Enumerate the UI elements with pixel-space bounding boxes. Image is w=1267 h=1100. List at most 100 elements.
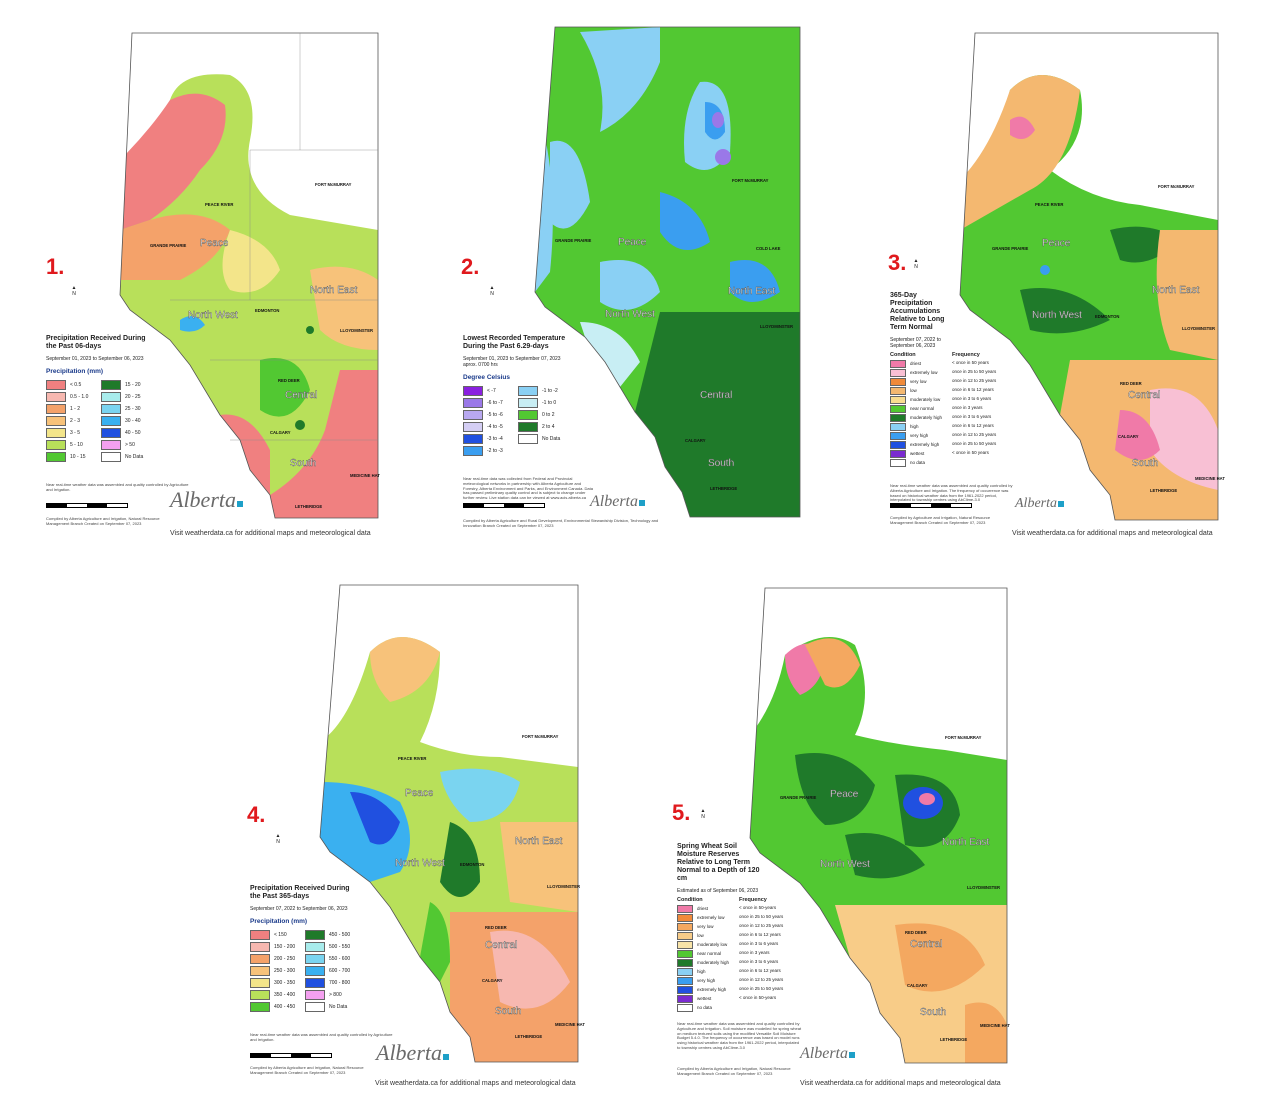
min-temp-map: Peace North West North East Central Sout…	[534, 26, 801, 518]
city-label: FORT McMURRAY	[732, 178, 769, 183]
panel-number-5: 5.	[672, 800, 691, 825]
city-label: MEDICINE HAT	[980, 1023, 1010, 1028]
region-label: South	[495, 1006, 521, 1017]
legend-swatch	[463, 385, 483, 396]
legend-label: 500 - 550	[329, 943, 351, 950]
legend-label: 450 - 500	[329, 931, 351, 938]
legend-swatch	[250, 941, 270, 952]
city-label: LETHBRIDGE	[710, 486, 737, 491]
legend-frequency: once in 12 to 25 years	[739, 922, 784, 928]
legend-item: very low	[677, 922, 739, 931]
region-label: North East	[1152, 285, 1199, 296]
legend-frequency: once in 12 to 25 years	[952, 431, 997, 437]
legend-swatch	[890, 458, 906, 467]
legend-label: wettest	[697, 996, 712, 1002]
legend-item: 15 - 20	[101, 379, 156, 390]
scale-bar	[46, 503, 128, 508]
city-label: GRANDE PRAIRIE	[992, 246, 1029, 251]
legend-swatch	[518, 421, 538, 432]
legend-swatch	[677, 976, 693, 985]
alberta-logo: Alberta	[800, 1045, 855, 1063]
legend-label: high	[697, 969, 706, 975]
legend-frequency: < once in 50 years	[952, 449, 989, 455]
legend-label: very high	[697, 978, 716, 984]
legend-frequency-header: Frequency	[952, 352, 980, 359]
legend-item: very high	[890, 431, 952, 440]
city-label: RED DEER	[1120, 381, 1142, 386]
legend-item: 450 - 500	[305, 929, 360, 940]
legend-swatch	[46, 403, 66, 414]
legend-swatch	[250, 1001, 270, 1012]
precip-365-relative-map: Peace North West North East Central Sout…	[959, 32, 1225, 521]
legend-swatch	[890, 440, 906, 449]
legend-frequency: once in 6 to 12 years	[952, 422, 994, 428]
region-label: South	[920, 1007, 946, 1018]
legend-label: 400 - 450	[274, 1003, 296, 1010]
north-arrow-icon: ▲ N	[913, 258, 919, 270]
legend-swatch	[677, 922, 693, 931]
city-label: PEACE RIVER	[398, 756, 426, 761]
legend-swatch	[890, 422, 906, 431]
legend-condition-header: Condition	[677, 897, 703, 904]
legend-item: No Data	[305, 1001, 360, 1012]
legend-item: low	[677, 931, 739, 940]
legend-item: very high	[677, 976, 739, 985]
legend-label: < 0.5	[70, 381, 82, 388]
legend-swatch	[677, 958, 693, 967]
legend-item: moderately low	[890, 395, 952, 404]
legend-label: < -7	[487, 387, 496, 394]
legend-label: very low	[697, 924, 714, 930]
legend-item: -5 to -6	[463, 409, 518, 420]
legend-swatch	[890, 386, 906, 395]
legend-swatch	[101, 391, 121, 402]
city-label: FORT McMURRAY	[315, 182, 352, 187]
city-label: GRANDE PRAIRIE	[780, 795, 817, 800]
region-label: Peace	[200, 238, 229, 249]
city-label: LLOYDMINSTER	[967, 885, 1000, 890]
legend-items: Condition Frequency driest < once in 50 yea…	[890, 352, 1032, 467]
city-label: FORT McMURRAY	[1158, 184, 1195, 189]
legend-item: No Data	[518, 433, 573, 444]
scale-bar	[463, 503, 545, 508]
legend-swatch	[305, 953, 325, 964]
legend-item: < -7	[463, 385, 518, 396]
legend-label: 300 - 350	[274, 979, 296, 986]
legend-swatch	[46, 439, 66, 450]
legend-frequency: once in 3 to 6 years	[952, 413, 992, 419]
legend-label: 2 to 4	[542, 423, 555, 430]
legend-label: No Data	[125, 453, 144, 460]
legend-item: < 0.5	[46, 379, 101, 390]
legend-frequency: once in 6 to 12 years	[952, 386, 994, 392]
city-label: LETHBRIDGE	[940, 1037, 967, 1042]
legend-swatch	[518, 409, 538, 420]
legend-label: moderately low	[697, 942, 728, 948]
legend-frequency: < once in 50-years	[739, 904, 777, 910]
legend-item: no data	[890, 458, 952, 467]
city-label: LETHBRIDGE	[295, 504, 322, 509]
legend-frequency: once in 12 to 25 years	[739, 976, 784, 982]
legend-item: driest	[890, 359, 952, 368]
legend-frequency: once in 6 to 12 years	[739, 967, 781, 973]
legend-swatch	[890, 395, 906, 404]
data-note-2: Near real-time data was collected from F…	[463, 476, 593, 501]
region-label: Central	[485, 940, 517, 951]
precip-6day-map: Peace North West North East Central Sout…	[119, 32, 380, 519]
map-dates: September 07, 2022 to September 06, 2023	[890, 337, 941, 350]
legend-item: -4 to -5	[463, 421, 518, 432]
legend-swatch	[890, 413, 906, 422]
city-label: LLOYDMINSTER	[547, 884, 580, 889]
legend-item: 0 to 2	[518, 409, 573, 420]
legend-label: 1 - 2	[70, 405, 81, 412]
legend-swatch	[518, 385, 538, 396]
legend-swatch	[101, 415, 121, 426]
legend-swatch	[677, 940, 693, 949]
panel-number-2: 2.	[461, 254, 480, 279]
legend-label: 20 - 25	[125, 393, 141, 400]
legend-label: -6 to -7	[487, 399, 503, 406]
city-label: RED DEER	[278, 378, 300, 383]
region-label: North West	[188, 310, 238, 321]
legend-item: extremely high	[890, 440, 952, 449]
region-label: Peace	[1042, 238, 1071, 249]
legend-label: 150 - 200	[274, 943, 296, 950]
legend-label: moderately low	[910, 397, 941, 403]
